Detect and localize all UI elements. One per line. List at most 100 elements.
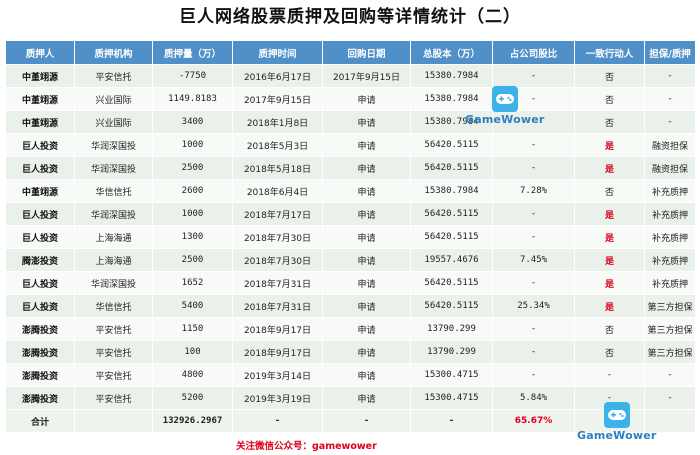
total-share-ratio: 65.67% (492, 409, 575, 433)
cell-share-ratio: - (492, 317, 575, 341)
cell-repurchase-date: 2017年9月15日 (322, 64, 411, 88)
cell-pledger: 腾澎投资 (5, 248, 75, 272)
cell-concert-party: 是 (574, 202, 645, 226)
cell-share-ratio: 7.28% (492, 179, 575, 203)
cell-pledger: 中堇翊源 (5, 64, 75, 88)
cell-repurchase-date: 申请 (322, 87, 411, 111)
cell-guarantee-type: - (644, 386, 696, 410)
cell-share-ratio: - (492, 363, 575, 387)
table-row: 中堇翊源 兴业国际 3400 2018年1月8日 申请 15380.7984- 否 - (5, 110, 696, 134)
table-row: 中堇翊源 华信信托 2600 2018年6月4日 申请 15380.7984 7.28% 否补… (5, 179, 696, 203)
cell-total-shares: 15300.4715 (410, 386, 493, 410)
cell-share-ratio: - (492, 225, 575, 249)
cell-share-ratio: 25.34% (492, 294, 575, 318)
cell-concert-party: 是 (574, 294, 645, 318)
gamepad-icon (491, 86, 518, 112)
cell-guarantee-type: 第三方担保 (644, 294, 696, 318)
cell-concert-party: 是 (574, 156, 645, 180)
cell-guarantee-type: - (644, 64, 696, 88)
cell-pledger: 澎腾投资 (5, 386, 75, 410)
cell-concert-party: 是 (574, 133, 645, 157)
cell-share-ratio: - (492, 64, 575, 88)
total-dash-cell: - (322, 409, 411, 433)
cell-pledge-date: 2018年7月31日 (232, 294, 323, 318)
cell-pledge-date: 2019年3月19日 (232, 386, 323, 410)
cell-pledge-date: 2018年9月17日 (232, 317, 323, 341)
cell-share-ratio: - (492, 340, 575, 364)
cell-amount: 1000 (152, 202, 233, 226)
col-header-amount: 质押量（万） (152, 40, 233, 65)
cell-amount: 3400 (152, 110, 233, 134)
cell-pledger: 中堇翊源 (5, 87, 75, 111)
cell-share-ratio: 5.84% (492, 386, 575, 410)
cell-pledge-date: 2018年7月30日 (232, 248, 323, 272)
col-header-share-ratio: 占公司股比 (492, 40, 575, 65)
cell-total-shares: 19557.4676 (410, 248, 493, 272)
cell-concert-party: 否 (574, 64, 645, 88)
cell-guarantee-type: 补充质押 (644, 202, 696, 226)
cell-institution: 华信信托 (74, 294, 153, 318)
cell-pledge-date: 2017年9月15日 (232, 87, 323, 111)
cell-amount: 100 (152, 340, 233, 364)
total-label: 合计 (5, 409, 75, 433)
cell-institution: 兴业国际 (74, 110, 153, 134)
cell-concert-party: 否 (574, 110, 645, 134)
cell-total-shares: 15380.7984 (410, 87, 493, 111)
col-header-concert-party: 一致行动人 (574, 40, 645, 65)
cell-repurchase-date: 申请 (322, 363, 411, 387)
cell-guarantee-type: - (644, 110, 696, 134)
table-row: 中堇翊源 兴业国际 1149.8183 2017年9月15日 申请 15380.7984 -… (5, 87, 696, 111)
cell-pledger: 巨人投资 (5, 156, 75, 180)
cell-pledger: 澎腾投资 (5, 340, 75, 364)
cell-institution: 华润深国投 (74, 156, 153, 180)
logo-wordmark: GameWower (465, 113, 545, 126)
cell-pledge-date: 2018年7月31日 (232, 271, 323, 295)
table-row: 巨人投资 华润深国投 1652 2018年7月31日 申请 56420.5115- 是补充质… (5, 271, 696, 295)
logo-wordmark: GameWower (577, 429, 657, 442)
cell-total-shares: 15380.7984 (410, 110, 493, 134)
cell-amount: 4800 (152, 363, 233, 387)
cell-repurchase-date: 申请 (322, 133, 411, 157)
col-header-pledge-date: 质押时间 (232, 40, 323, 65)
cell-amount: 1149.8183 (152, 87, 233, 111)
cell-pledge-date: 2018年7月30日 (232, 225, 323, 249)
cell-institution: 平安信托 (74, 363, 153, 387)
cell-repurchase-date: 申请 (322, 156, 411, 180)
cell-total-shares: 13790.299 (410, 317, 493, 341)
table-row: 澎腾投资 平安信托 1150 2018年9月17日 申请 13790.299- 否第三方担保 (5, 317, 696, 341)
cell-repurchase-date: 申请 (322, 294, 411, 318)
cell-repurchase-date: 申请 (322, 317, 411, 341)
cell-institution: 平安信托 (74, 340, 153, 364)
cell-institution: 兴业国际 (74, 87, 153, 111)
cell-institution: 上海海通 (74, 248, 153, 272)
cell-total-shares: 15380.7984 (410, 179, 493, 203)
cell-repurchase-date: 申请 (322, 202, 411, 226)
cell-pledge-date: 2016年6月17日 (232, 64, 323, 88)
cell-guarantee-type: 融资担保 (644, 133, 696, 157)
gamepad-icon (603, 402, 630, 428)
table-row: 澎腾投资 平安信托 4800 2019年3月14日 申请 15300.4715- - - (5, 363, 696, 387)
cell-guarantee-type: 补充质押 (644, 225, 696, 249)
total-row: 合计 132926.2967 - - - 65.67% (5, 409, 696, 433)
cell-concert-party: - (574, 363, 645, 387)
col-header-pledger: 质押人 (5, 40, 75, 65)
cell-pledge-date: 2018年5月18日 (232, 156, 323, 180)
cell-amount: 1300 (152, 225, 233, 249)
table-row: 巨人投资 华润深国投 1000 2018年7月17日 申请 56420.5115- 是补充质… (5, 202, 696, 226)
pledge-table: 质押人 质押机构 质押量（万） 质押时间 回购日期 总股本（万） 占公司股比 一… (5, 40, 696, 433)
cell-repurchase-date: 申请 (322, 225, 411, 249)
table-row: 中堇翊源 平安信托 -7750 2016年6月17日 2017年9月15日 15380.7… (5, 64, 696, 88)
cell-pledger: 巨人投资 (5, 133, 75, 157)
table-row: 巨人投资 华润深国投 2500 2018年5月18日 申请 56420.5115- 是融资担… (5, 156, 696, 180)
cell-total-shares: 56420.5115 (410, 294, 493, 318)
col-header-institution: 质押机构 (74, 40, 153, 65)
wechat-follow-note: 关注微信公众号：gamewower (236, 441, 377, 452)
cell-concert-party: 是 (574, 225, 645, 249)
cell-total-shares: 56420.5115 (410, 225, 493, 249)
cell-repurchase-date: 申请 (322, 179, 411, 203)
cell-amount: -7750 (152, 64, 233, 88)
cell-institution: 平安信托 (74, 64, 153, 88)
table-row: 腾澎投资 上海海通 2500 2018年7月30日 申请 19557.4676 7.45% 是… (5, 248, 696, 272)
cell-pledger: 澎腾投资 (5, 317, 75, 341)
cell-guarantee-type: 第三方担保 (644, 317, 696, 341)
